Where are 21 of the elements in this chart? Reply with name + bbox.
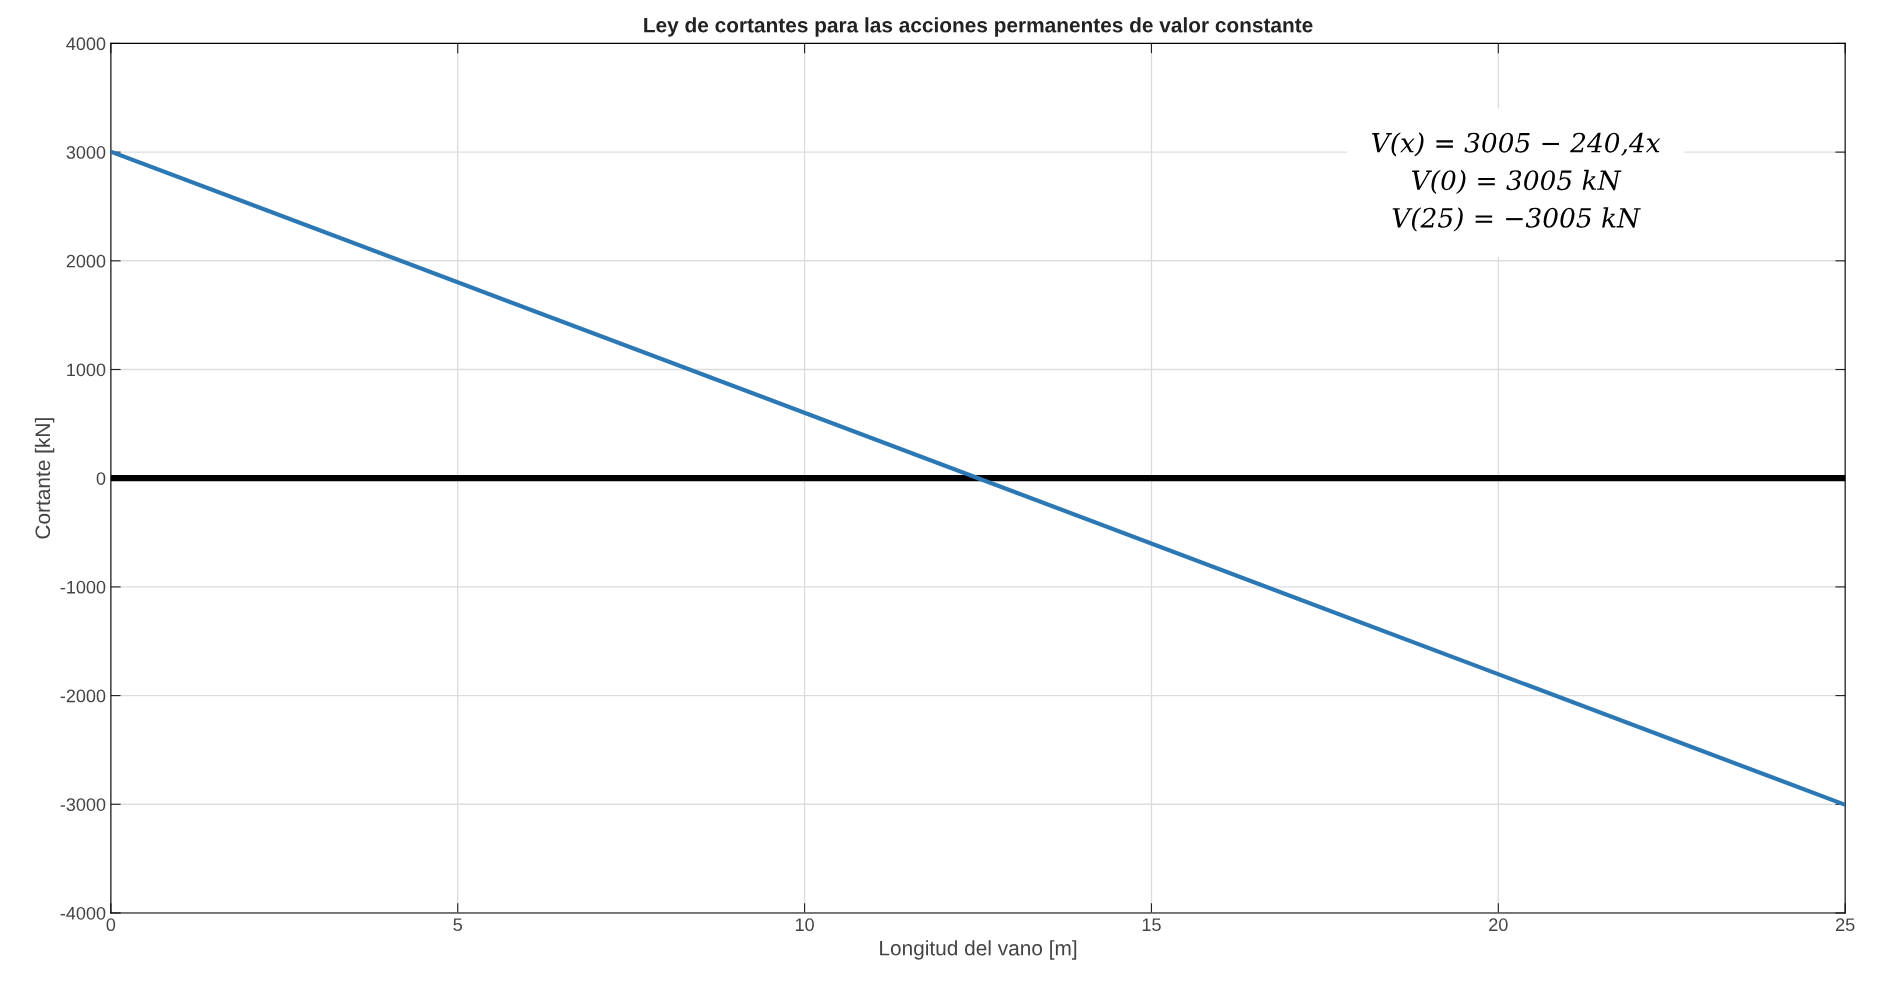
y-tick-label: 1000	[67, 363, 106, 377]
x-tick-label: 0	[106, 918, 116, 932]
y-tick-label: 2000	[66, 254, 106, 268]
y-tick-label: 3000	[66, 146, 106, 159]
y-tick-label: -1000	[60, 580, 106, 594]
x-tick-label: 25	[1836, 918, 1855, 932]
y-tick-label: 0	[96, 472, 106, 485]
y-axis-title: Cortante [kN]	[34, 418, 55, 539]
x-axis-title: Longitud del vano [m]	[880, 940, 1077, 960]
x-tick-label: 15	[1142, 918, 1161, 932]
annotation: V(x) = 3005 − 240,4x	[1372, 132, 1661, 157]
y-tick-label: -4000	[60, 906, 106, 920]
chart-title: Ley de cortantes para las acciones permanentes de valor constante	[644, 17, 1313, 37]
annotation: V(25) = −3005 kN	[1392, 207, 1641, 232]
y-tick-label: 4000	[66, 37, 106, 51]
y-tick-label: -3000	[60, 798, 106, 811]
x-tick-label: 5	[453, 918, 462, 932]
x-tick-label: 10	[795, 918, 814, 932]
y-tick-label: -2000	[60, 689, 106, 703]
x-tick-label: 20	[1489, 918, 1508, 932]
annotation: V(0) = 3005 kN	[1412, 169, 1622, 194]
